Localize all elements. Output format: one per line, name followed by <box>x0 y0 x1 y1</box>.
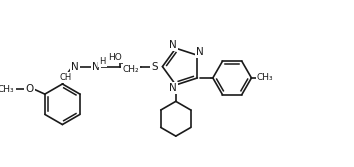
Text: O: O <box>25 84 34 94</box>
Text: HO: HO <box>108 53 122 62</box>
Text: H: H <box>99 57 106 66</box>
Text: N: N <box>169 83 177 93</box>
Text: N: N <box>92 62 100 72</box>
Text: N: N <box>169 40 177 50</box>
Text: CH₃: CH₃ <box>0 85 15 94</box>
Text: CH: CH <box>59 73 72 82</box>
Text: S: S <box>152 62 158 72</box>
Text: N: N <box>71 62 79 72</box>
Text: CH₂: CH₂ <box>122 65 139 74</box>
Text: N: N <box>196 47 204 57</box>
Text: CH₃: CH₃ <box>257 73 273 82</box>
